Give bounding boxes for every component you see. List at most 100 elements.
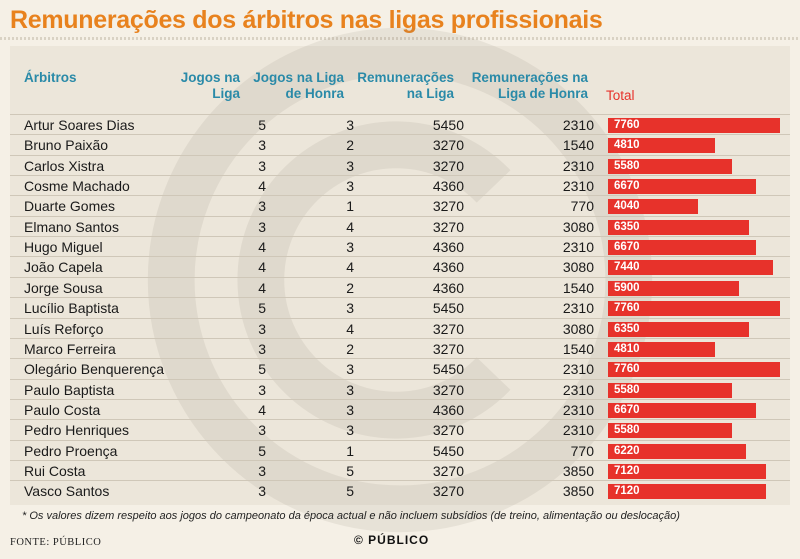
table-row: Marco Ferreira 3 2 3270 1540 4810: [10, 337, 790, 359]
jogos-liga-value: 3: [258, 340, 266, 357]
referee-name: Vasco Santos: [24, 483, 110, 500]
total-bar-label: 7760: [614, 302, 640, 315]
referee-name: Lucílio Baptista: [24, 300, 119, 317]
source-label: FONTE: PÚBLICO: [10, 537, 102, 548]
table-row: Carlos Xistra 3 3 3270 2310 5580: [10, 154, 790, 176]
total-bar-label: 6350: [614, 220, 640, 233]
rem-liga-value: 3270: [432, 157, 464, 174]
jogos-liga-value: 4: [258, 279, 266, 296]
table-row: Jorge Sousa 4 2 4360 1540 5900: [10, 276, 790, 298]
referee-name: Paulo Baptista: [24, 381, 115, 398]
jogos-honra-value: 5: [346, 483, 354, 500]
rem-honra-value: 2310: [562, 401, 594, 418]
total-bar: 6350: [608, 219, 749, 235]
rem-liga-value: 3270: [432, 381, 464, 398]
total-bar: 7760: [608, 301, 780, 317]
rem-liga-value: 5450: [432, 442, 464, 459]
publico-credit: © PÚBLICO: [354, 533, 430, 547]
table-row: Pedro Henriques 3 3 3270 2310 5580: [10, 419, 790, 440]
total-bar-label: 6670: [614, 241, 640, 254]
jogos-honra-value: 3: [346, 157, 354, 174]
jogos-liga-value: 4: [258, 259, 266, 276]
total-bar-label: 6670: [614, 403, 640, 416]
jogos-liga-value: 5: [258, 300, 266, 317]
total-bar-label: 4810: [614, 342, 640, 355]
total-bar: 5580: [608, 423, 732, 439]
rem-liga-value: 4360: [432, 401, 464, 418]
total-bar: 7760: [608, 362, 780, 378]
referee-name: Luís Reforço: [24, 320, 104, 337]
referee-name: Rui Costa: [24, 462, 86, 479]
jogos-honra-value: 4: [346, 259, 354, 276]
jogos-liga-value: 5: [258, 361, 266, 378]
rem-honra-value: 1540: [562, 279, 594, 296]
table-row: Paulo Costa 4 3 4360 2310 6670: [10, 398, 790, 420]
total-bar-label: 7120: [614, 464, 640, 477]
jogos-honra-value: 4: [346, 218, 354, 235]
rem-liga-value: 4360: [432, 178, 464, 195]
table-row: João Capela 4 4 4360 3080 7440: [10, 256, 790, 277]
referee-name: Pedro Proença: [24, 442, 118, 459]
table-row: Lucílio Baptista 5 3 5450 2310 7760: [10, 297, 790, 318]
table-row: Hugo Miguel 4 3 4360 2310 6670: [10, 236, 790, 257]
jogos-liga-value: 3: [258, 198, 266, 215]
total-bar-label: 7760: [614, 363, 640, 376]
total-bar: 7440: [608, 260, 773, 276]
referee-name: Duarte Gomes: [24, 198, 116, 215]
jogos-liga-value: 4: [258, 239, 266, 256]
jogos-honra-value: 3: [346, 300, 354, 317]
jogos-honra-value: 3: [346, 117, 354, 133]
header-rem-liga: Remunerações na Liga: [357, 70, 454, 101]
footnote: * Os valores dizem respeito aos jogos do…: [22, 510, 680, 522]
total-bar-label: 7440: [614, 261, 640, 274]
rem-honra-value: 3080: [562, 320, 594, 337]
jogos-liga-value: 3: [258, 157, 266, 174]
jogos-liga-value: 3: [258, 422, 266, 439]
total-bar-label: 5580: [614, 159, 640, 172]
referee-name: Elmano Santos: [24, 218, 119, 235]
title-divider: [0, 37, 800, 40]
rem-liga-value: 4360: [432, 279, 464, 296]
header-total: Total: [606, 88, 635, 103]
chart-title: Remunerações dos árbitros nas ligas prof…: [10, 6, 603, 34]
rem-honra-value: 770: [570, 442, 594, 459]
rem-honra-value: 2310: [562, 422, 594, 439]
total-bar: 7120: [608, 463, 766, 479]
total-bar: 7760: [608, 118, 780, 133]
jogos-honra-value: 5: [346, 462, 354, 479]
table-row: Luís Reforço 3 4 3270 3080 6350: [10, 317, 790, 339]
jogos-honra-value: 1: [346, 442, 354, 459]
total-bar-label: 4810: [614, 139, 640, 152]
total-bar: 6350: [608, 321, 749, 337]
table-row: Duarte Gomes 3 1 3270 770 4040: [10, 195, 790, 216]
jogos-liga-value: 4: [258, 178, 266, 195]
rem-honra-value: 3080: [562, 259, 594, 276]
total-bar-label: 7120: [614, 485, 640, 498]
rem-honra-value: 2310: [562, 178, 594, 195]
rem-liga-value: 5450: [432, 300, 464, 317]
total-bar-label: 5900: [614, 281, 640, 294]
referee-name: Olegário Benquerença: [24, 361, 165, 378]
table-row: Artur Soares Dias 5 3 5450 2310 7760: [10, 114, 790, 135]
header-jogos-honra: Jogos na Liga de Honra: [253, 70, 344, 101]
total-bar-label: 7760: [614, 119, 640, 131]
referee-name: Bruno Paixão: [24, 137, 109, 154]
header-jogos-liga: Jogos na Liga: [180, 70, 240, 101]
rem-liga-value: 3270: [432, 198, 464, 215]
rem-liga-value: 4360: [432, 239, 464, 256]
referee-name: Artur Soares Dias: [24, 117, 135, 133]
jogos-liga-value: 3: [258, 462, 266, 479]
total-bar: 6670: [608, 179, 756, 195]
jogos-honra-value: 3: [346, 178, 354, 195]
total-bar: 5900: [608, 280, 739, 296]
total-bar: 6670: [608, 240, 756, 256]
table-row: Bruno Paixão 3 2 3270 1540 4810: [10, 134, 790, 155]
rem-honra-value: 3080: [562, 218, 594, 235]
jogos-liga-value: 3: [258, 320, 266, 337]
total-bar: 4040: [608, 199, 698, 215]
rem-liga-value: 3270: [432, 137, 464, 154]
rem-honra-value: 2310: [562, 300, 594, 317]
total-bar-label: 6350: [614, 322, 640, 335]
jogos-honra-value: 1: [346, 198, 354, 215]
jogos-liga-value: 4: [258, 401, 266, 418]
